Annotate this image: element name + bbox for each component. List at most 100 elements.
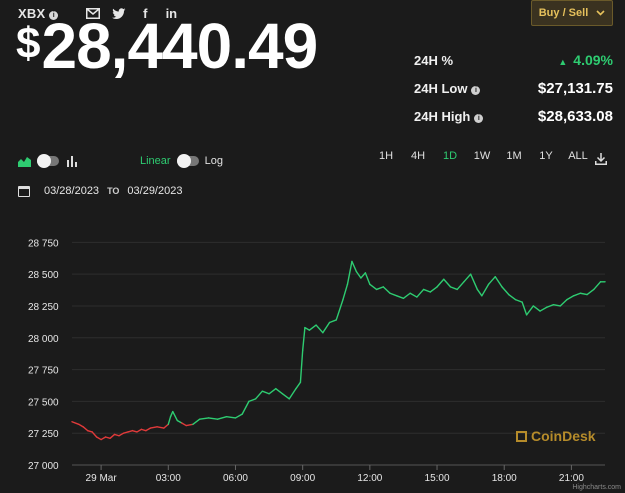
price-segment [566, 295, 575, 301]
date-range: 03/28/2023 TO 03/29/2023 [18, 185, 182, 197]
buy-sell-label: Buy / Sell [538, 7, 589, 19]
twitter-icon[interactable] [112, 7, 126, 20]
share-icons: f in [86, 6, 178, 21]
price-segment [328, 319, 337, 324]
x-tick-label: 18:00 [492, 473, 517, 484]
price-segment [71, 421, 80, 425]
up-arrow-icon: ▲ [558, 57, 568, 67]
facebook-icon[interactable]: f [143, 6, 148, 21]
calendar-icon[interactable] [18, 185, 30, 197]
price-segment [295, 381, 302, 390]
highcharts-credit[interactable]: Highcharts.com [572, 484, 621, 491]
range-1w[interactable]: 1W [473, 150, 491, 162]
price-segment [335, 298, 344, 321]
bar-chart-icon[interactable] [67, 155, 78, 167]
price-segment [78, 423, 84, 428]
price-segment [422, 288, 432, 293]
range-all[interactable]: ALL [568, 150, 588, 162]
log-scale-label[interactable]: Log [204, 155, 223, 167]
chevron-down-icon [596, 10, 605, 16]
price-segment [198, 417, 210, 420]
price-segment [113, 433, 120, 437]
coindesk-logo-icon [516, 430, 527, 442]
price-segment [167, 415, 172, 425]
price-segment [163, 423, 169, 429]
price-segment [416, 288, 425, 298]
price-segment [308, 324, 317, 331]
linkedin-icon[interactable]: in [165, 6, 178, 21]
date-to-label: TO [107, 186, 120, 196]
x-tick-label: 12:00 [357, 473, 382, 484]
price-segment [443, 278, 452, 288]
price-chart: 27 000 27 250 27 500 27 750 28 000 28 250 28 5… [28, 238, 606, 484]
info-icon[interactable]: i [471, 85, 481, 95]
range-1d[interactable]: 1D [442, 150, 458, 162]
price-segment [172, 410, 178, 422]
price-segment [355, 270, 362, 279]
price-segment [176, 419, 183, 424]
price-segment [389, 292, 398, 297]
y-tick-label: 27 750 [28, 366, 59, 377]
price-segment [532, 305, 541, 312]
chart-type-toggle[interactable] [37, 154, 59, 168]
price-segment [169, 410, 174, 418]
y-tick-label: 28 750 [28, 238, 59, 249]
price-segment [586, 288, 595, 296]
x-tick-label: 06:00 [223, 473, 248, 484]
price-segment [360, 272, 367, 279]
area-chart-icon[interactable] [18, 156, 31, 167]
price-segment [469, 273, 479, 291]
price-segment [145, 427, 152, 432]
price-segment [514, 298, 523, 303]
price-segment [304, 326, 311, 331]
date-from[interactable]: 03/28/2023 [44, 185, 100, 197]
buy-sell-button[interactable]: Buy / Sell [531, 0, 613, 26]
y-tick-label: 27 000 [28, 461, 59, 472]
price-series [71, 260, 606, 441]
low-label-wrap: 24H Low i [414, 81, 481, 96]
download-icon[interactable] [595, 153, 607, 165]
price-segment [207, 417, 219, 420]
scale-toggle[interactable] [176, 154, 199, 168]
price-segment [281, 393, 290, 400]
price-segment [322, 321, 331, 334]
linear-scale-label[interactable]: Linear [140, 155, 171, 167]
price-segment [118, 432, 125, 437]
price-segment [127, 429, 134, 433]
price-segment [593, 281, 602, 291]
range-selector: 1H 4H 1D 1W 1M 1Y ALL [370, 150, 594, 162]
price-segment [288, 387, 297, 400]
change-label: 24H % [414, 52, 454, 68]
price-segment [382, 286, 391, 294]
range-4h[interactable]: 4H [410, 150, 426, 162]
price-segment [109, 433, 116, 439]
info-icon[interactable]: i [49, 11, 59, 20]
price-segment [409, 292, 418, 298]
range-1h[interactable]: 1H [378, 150, 394, 162]
mail-icon[interactable] [86, 7, 101, 20]
high-value: $28,633.08 [537, 107, 613, 125]
y-tick-label: 28 500 [28, 270, 59, 281]
info-icon[interactable]: i [474, 113, 484, 123]
price-segment [100, 436, 107, 441]
price-segment [579, 292, 588, 296]
range-1m[interactable]: 1M [506, 150, 522, 162]
stat-high: 24H High i $28,633.08 [414, 102, 613, 130]
price-segment [299, 349, 304, 384]
price-segment [572, 292, 582, 297]
x-tick-label: 21:00 [559, 473, 584, 484]
price-segment [192, 418, 201, 425]
price-segment [559, 298, 568, 307]
price-segment [254, 390, 264, 400]
price-segment [104, 436, 111, 439]
low-value: $27,131.75 [537, 79, 613, 97]
price-segment [481, 283, 490, 297]
price-segment [351, 260, 358, 273]
x-tick-label: 03:00 [156, 473, 181, 484]
price-segment [181, 422, 187, 427]
date-to[interactable]: 03/29/2023 [127, 185, 183, 197]
price-segment [248, 398, 257, 403]
price-segment [342, 283, 349, 301]
range-1y[interactable]: 1Y [539, 150, 553, 162]
price-currency: $ [16, 19, 41, 68]
